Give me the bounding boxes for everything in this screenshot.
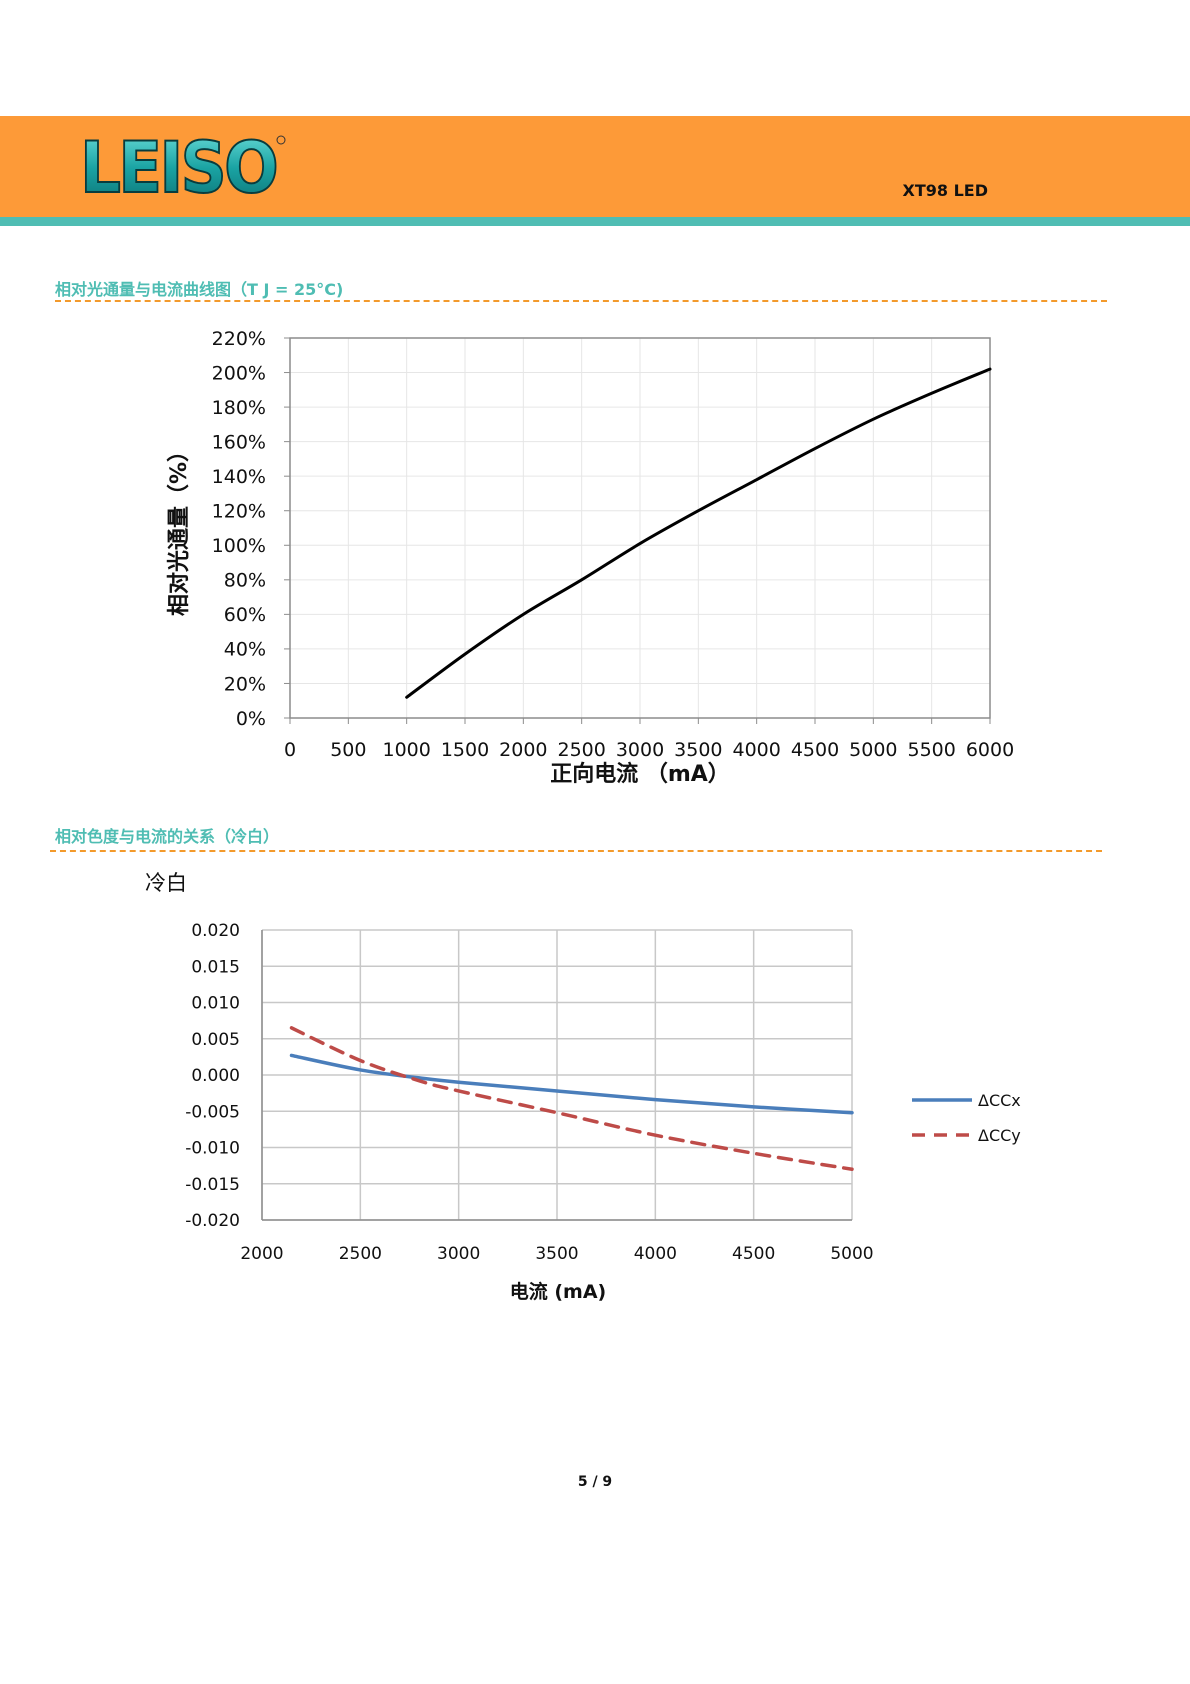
- x-tick-label: 4500: [791, 739, 839, 761]
- x-tick-label: 5000: [849, 739, 897, 761]
- section-divider: [50, 850, 1102, 852]
- y-tick-label: 0.000: [191, 1066, 240, 1086]
- legend-label: ΔCCy: [978, 1126, 1021, 1145]
- section-title-chromaticity: 相对色度与电流的关系（冷白）: [55, 827, 280, 846]
- y-tick-label: 0%: [236, 708, 266, 730]
- y-tick-label: 80%: [224, 570, 266, 592]
- y-tick-label: 20%: [224, 673, 266, 695]
- x-tick-label: 5000: [830, 1244, 873, 1264]
- header-band: [0, 116, 1190, 217]
- x-tick-label: 2500: [339, 1244, 382, 1264]
- x-tick-label: 500: [330, 739, 366, 761]
- document-id: XT98 LED: [902, 181, 989, 200]
- y-tick-label: 0.010: [191, 994, 240, 1014]
- x-tick-label: 3000: [616, 739, 664, 761]
- x-tick-label: 5500: [907, 739, 955, 761]
- c2-x-axis-label: 电流 (mA): [510, 1280, 607, 1303]
- c1-x-axis-label: 正向电流 （mA）: [550, 761, 730, 787]
- y-tick-label: 0.015: [191, 957, 240, 977]
- series-line-ΔCCx: [289, 1053, 854, 1115]
- c1-gridlines: [289, 337, 991, 719]
- header-accent-stripe: [0, 217, 1190, 226]
- x-tick-label: 6000: [966, 739, 1014, 761]
- series-line-luminous-flux: [405, 367, 992, 699]
- chromaticity-shift-chart: 冷白 2000 2500 3000 3500 4000 4500 5000 0.020 0.01…: [145, 871, 1021, 1303]
- y-tick-label: 0.005: [191, 1030, 240, 1050]
- y-tick-label: 200%: [212, 362, 266, 384]
- section-divider: [55, 300, 1107, 302]
- x-tick-label: 2000: [240, 1244, 283, 1264]
- c2-legend: ΔCCx ΔCCy: [912, 1091, 1021, 1145]
- y-tick-label: 220%: [212, 328, 266, 350]
- leiso-logo: LEISO: [80, 130, 286, 206]
- y-tick-label: 180%: [212, 397, 266, 419]
- y-tick-label: 40%: [224, 639, 266, 661]
- x-tick-label: 3500: [535, 1244, 578, 1264]
- x-tick-label: 1000: [382, 739, 430, 761]
- y-tick-label: 60%: [224, 604, 266, 626]
- c1-y-axis-label: 相对光通量（%）: [167, 440, 192, 616]
- y-tick-label: -0.020: [185, 1211, 240, 1231]
- x-tick-label: 3500: [674, 739, 722, 761]
- relative-flux-chart: 0 500 1000 1500 2000 2500 3000 3500 4000 4500 5000…: [167, 328, 1014, 787]
- logo-wordmark: LEISO: [80, 130, 276, 206]
- series-line-ΔCCy: [289, 1026, 854, 1171]
- x-tick-label: 3000: [437, 1244, 480, 1264]
- x-tick-label: 4000: [732, 739, 780, 761]
- x-tick-label: 2500: [557, 739, 605, 761]
- y-tick-label: 100%: [212, 535, 266, 557]
- x-tick-label: 2000: [499, 739, 547, 761]
- y-tick-label: -0.005: [185, 1102, 240, 1122]
- y-tick-label: 140%: [212, 466, 266, 488]
- y-tick-label: -0.010: [185, 1139, 240, 1159]
- y-tick-label: 0.020: [191, 921, 240, 941]
- x-tick-label: 4000: [634, 1244, 677, 1264]
- y-tick-label: 120%: [212, 501, 266, 523]
- y-tick-label: 160%: [212, 431, 266, 453]
- y-tick-label: -0.015: [185, 1175, 240, 1195]
- x-tick-label: 1500: [441, 739, 489, 761]
- x-tick-label: 0: [284, 739, 296, 761]
- page-number: 5 / 9: [577, 1474, 613, 1490]
- legend-label: ΔCCx: [978, 1091, 1021, 1110]
- c2-gridlines: [261, 929, 853, 1221]
- c2-chart-title: 冷白: [145, 871, 187, 895]
- section-title-luminous-flux: 相对光通量与电流曲线图（T J = 25°C): [55, 280, 344, 299]
- x-tick-label: 4500: [732, 1244, 775, 1264]
